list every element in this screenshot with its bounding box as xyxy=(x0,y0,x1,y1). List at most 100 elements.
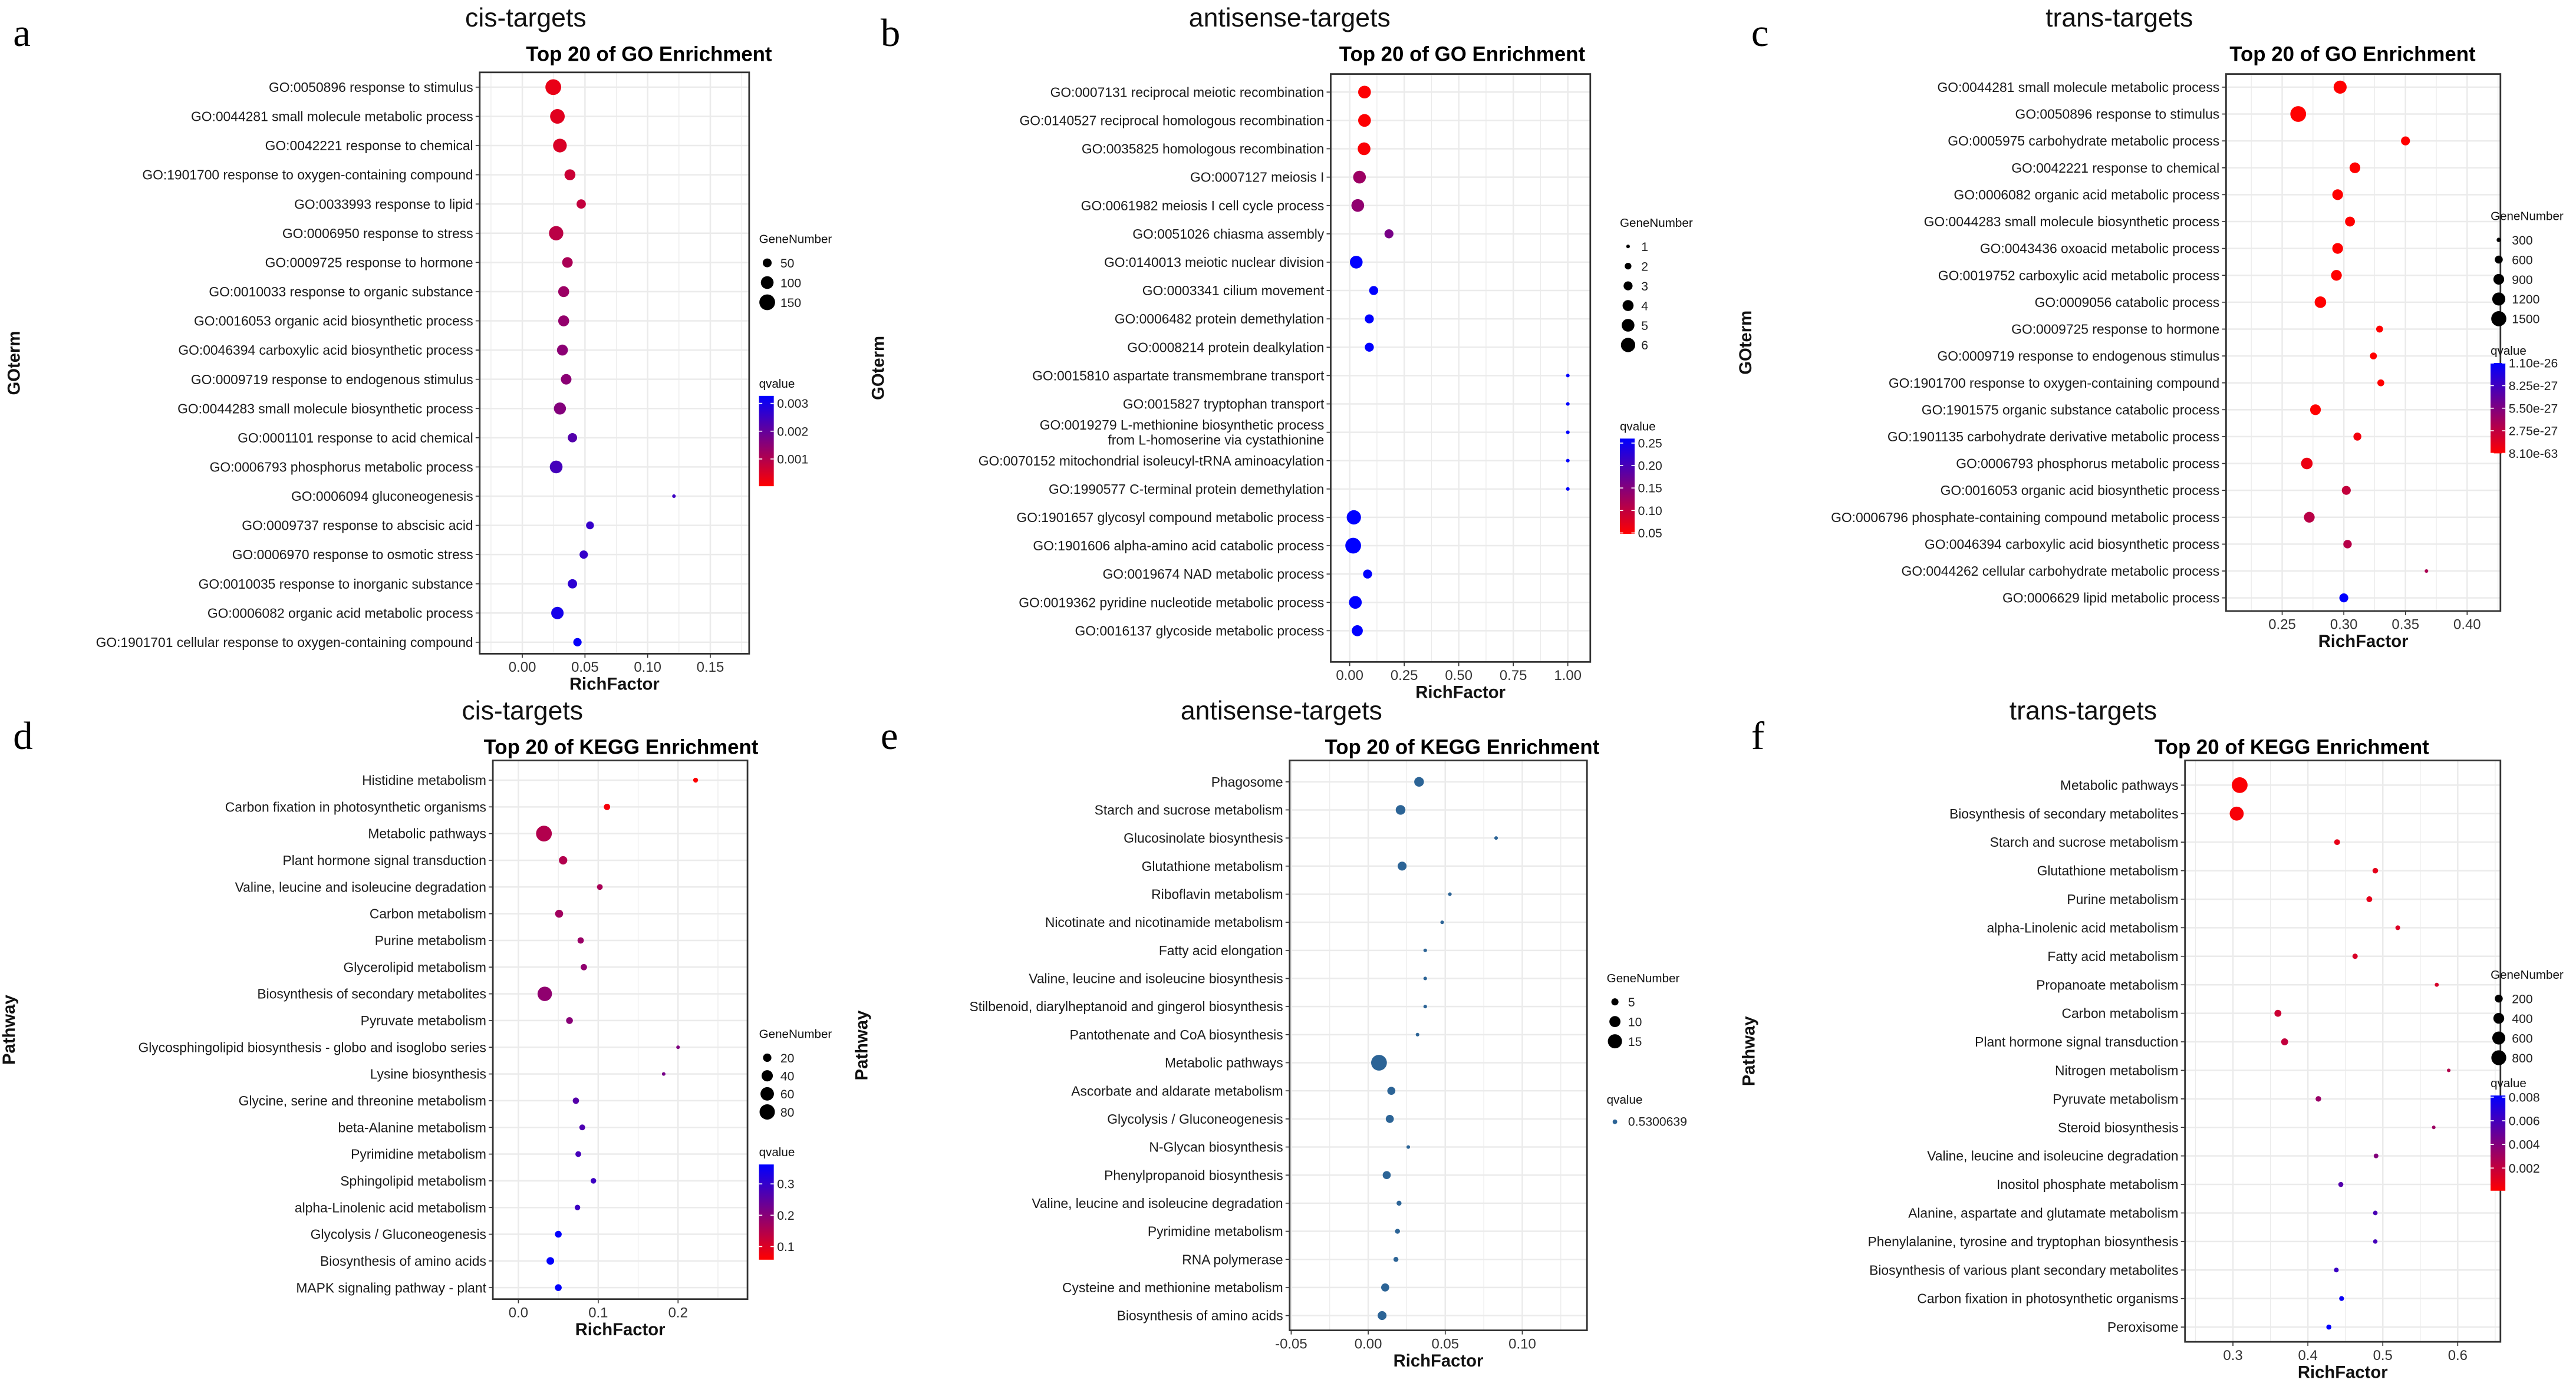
data-point xyxy=(2373,1239,2378,1244)
data-point xyxy=(1382,1171,1391,1180)
data-point xyxy=(1395,805,1406,815)
x-tick-label: 0.50 xyxy=(1445,668,1473,684)
data-point xyxy=(2301,457,2313,470)
y-tick-label: GO:0042221 response to chemical xyxy=(2011,160,2219,176)
color-legend-title: qvalue xyxy=(759,377,795,391)
size-legend-title: GeneNumber xyxy=(759,1028,832,1041)
data-point xyxy=(549,226,564,240)
y-tick-label: Glucosinolate biosynthesis xyxy=(1124,830,1283,846)
data-point xyxy=(2372,867,2379,874)
y-axis-title: GOterm xyxy=(5,331,24,395)
x-tick-label: 0.00 xyxy=(1336,668,1363,684)
x-tick-label: 0.35 xyxy=(2391,617,2419,633)
plot-border xyxy=(1330,73,1592,663)
y-tick-label: N-Glycan biosynthesis xyxy=(1149,1140,1283,1155)
size-legend-label: 150 xyxy=(780,296,801,310)
data-point xyxy=(1566,458,1570,463)
size-legend-label: 15 xyxy=(1628,1035,1642,1049)
y-tick-label: Pyrimidine metabolism xyxy=(1148,1224,1283,1239)
y-tick-label: GO:0006970 response to osmotic stress xyxy=(232,547,473,562)
data-point xyxy=(1423,976,1427,981)
color-bar xyxy=(1619,438,1635,534)
y-tick-label: GO:1901700 response to oxygen-containing… xyxy=(142,167,473,183)
plot-title: Top 20 of GO Enrichment xyxy=(1339,42,1586,65)
y-tick-label: Plant hormone signal transduction xyxy=(283,853,486,868)
data-point xyxy=(2334,1268,2339,1273)
y-tick-label: GO:0140013 meiotic nuclear division xyxy=(1104,255,1324,270)
color-legend-label: 0.05 xyxy=(1638,527,1662,540)
y-tick-label: Peroxisome xyxy=(2107,1319,2179,1335)
y-tick-label: GO:0006482 protein demethylation xyxy=(1115,311,1325,326)
y-tick-label: GO:0140527 reciprocal homologous recombi… xyxy=(1019,113,1324,128)
y-tick-label: GO:0006082 organic acid metabolic proces… xyxy=(1954,187,2219,202)
size-legend-key xyxy=(763,1053,772,1062)
data-point xyxy=(2401,136,2410,146)
size-legend-label: 50 xyxy=(780,257,795,270)
panel-subtitle: cis-targets xyxy=(462,697,583,725)
y-tick-label: Carbon fixation in photosynthetic organi… xyxy=(225,799,486,814)
data-point xyxy=(2366,896,2373,902)
x-axis-title: RichFactor xyxy=(575,1321,666,1339)
y-tick-label: GO:0009725 response to hormone xyxy=(265,255,473,270)
color-legend-title: qvalue xyxy=(759,1146,795,1159)
y-tick-label: GO:0019674 NAD metabolic process xyxy=(1102,566,1324,582)
y-tick-label: GO:0007127 meiosis I xyxy=(1190,170,1324,185)
panel-subtitle: trans-targets xyxy=(2045,4,2193,32)
y-tick-label: Biosynthesis of amino acids xyxy=(320,1253,486,1269)
y-tick-label: Pyruvate metabolism xyxy=(361,1013,486,1028)
x-tick-label: 0.15 xyxy=(697,659,724,675)
y-tick-label: GO:0006094 gluconeogenesis xyxy=(291,488,473,504)
y-tick-label: Biosynthesis of secondary metabolites xyxy=(1949,806,2179,821)
y-tick-label: Phenylalanine, tyrosine and tryptophan b… xyxy=(1868,1234,2179,1249)
size-legend-title: GeneNumber xyxy=(1620,216,1693,230)
data-point xyxy=(2435,982,2439,987)
y-tick-label: GO:0042221 response to chemical xyxy=(265,138,473,153)
y-axis-title: GOterm xyxy=(1737,311,1755,375)
color-legend-label: 0.004 xyxy=(2509,1138,2540,1152)
data-point xyxy=(1378,1311,1387,1321)
data-point xyxy=(579,550,588,559)
panel-e: e antisense-targets Top 20 of KEGG Enrichm… xyxy=(853,697,1687,1371)
y-tick-label: GO:0006629 lipid metabolic process xyxy=(2002,590,2219,606)
data-point xyxy=(572,1097,579,1104)
color-legend-title: qvalue xyxy=(2491,1077,2526,1090)
y-tick-label: GO:0050896 response to stimulus xyxy=(2015,107,2220,122)
size-legend-label: 2 xyxy=(1641,260,1648,273)
data-point xyxy=(1349,596,1362,609)
y-tick-label: Stilbenoid, diarylheptanoid and gingerol… xyxy=(970,999,1283,1014)
size-legend-key xyxy=(761,1070,773,1082)
panel-letter: b xyxy=(881,11,900,55)
size-legend-label: 40 xyxy=(780,1070,795,1083)
color-legend-label: 1.10e-26 xyxy=(2509,357,2558,371)
y-tick-label: GO:0006793 phosphorus metabolic process xyxy=(1956,456,2219,471)
size-legend-label: 80 xyxy=(780,1106,795,1120)
data-point xyxy=(2373,1153,2379,1158)
color-legend-label: 2.75e-27 xyxy=(2509,425,2558,438)
data-point xyxy=(556,344,568,356)
size-legend-key xyxy=(2491,311,2506,326)
x-tick-label: 0.10 xyxy=(634,659,661,675)
data-point xyxy=(2339,1296,2344,1301)
data-point xyxy=(2370,352,2377,359)
size-legend-label: 1200 xyxy=(2512,293,2539,306)
data-point xyxy=(1385,1115,1394,1123)
data-point xyxy=(1396,1200,1402,1206)
size-legend-key xyxy=(1625,263,1632,270)
size-legend-label: 300 xyxy=(2512,234,2532,247)
data-point xyxy=(2304,511,2315,523)
size-legend-label: 5 xyxy=(1641,319,1648,333)
y-tick-label: Pantothenate and CoA biosynthesis xyxy=(1070,1027,1283,1042)
y-tick-label: alpha-Linolenic acid metabolism xyxy=(295,1200,486,1215)
y-tick-label: Biosynthesis of secondary metabolites xyxy=(257,986,486,1002)
y-tick-label: GO:0006793 phosphorus metabolic process xyxy=(210,459,473,474)
size-legend-key xyxy=(1623,281,1633,291)
plot-border xyxy=(2225,73,2502,612)
data-point xyxy=(2274,1009,2282,1017)
panel-d: d cis-targets Top 20 of KEGG Enrichment His… xyxy=(0,697,832,1339)
y-tick-label: Fatty acid elongation xyxy=(1159,943,1283,958)
plot-title: Top 20 of KEGG Enrichment xyxy=(1325,735,1600,758)
size-legend-key xyxy=(1622,300,1634,311)
data-point xyxy=(1415,1032,1419,1037)
color-legend-label: 5.50e-27 xyxy=(2509,402,2558,415)
data-point xyxy=(2377,379,2384,387)
